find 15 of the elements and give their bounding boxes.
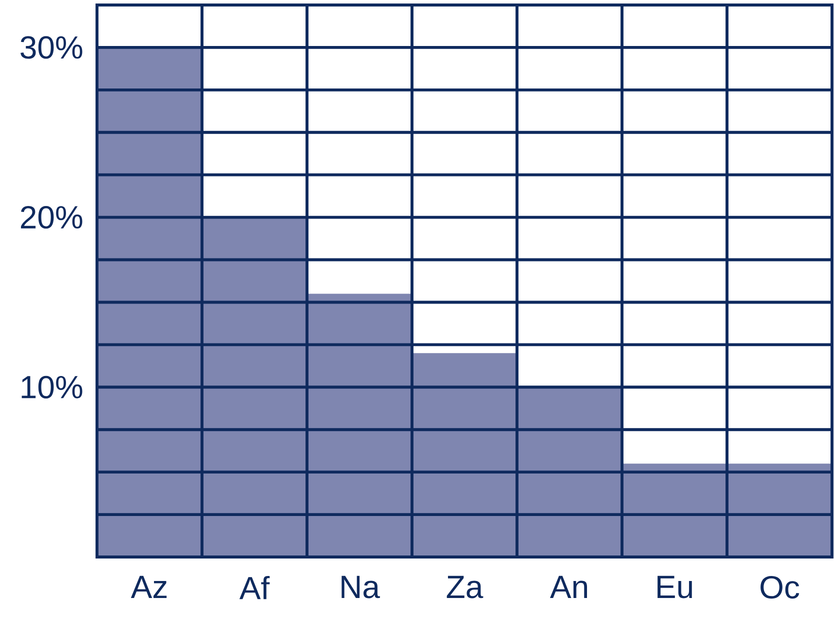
x-tick-label: Za: [446, 576, 484, 598]
x-tick-label: Af: [239, 576, 270, 600]
y-tick-label: 10%: [22, 376, 82, 398]
bar: [517, 387, 622, 557]
bar: [202, 217, 308, 557]
x-tick-label: Oc: [760, 576, 800, 599]
x-tick-label: An: [550, 576, 587, 598]
bar: [97, 47, 202, 557]
x-tick-label: Na: [342, 576, 380, 598]
bar: [412, 353, 517, 557]
x-tick-label: Eu: [658, 576, 692, 598]
bar: [307, 294, 412, 557]
x-tick-label: Az: [130, 576, 167, 598]
y-tick-label: 20%: [20, 206, 82, 229]
y-tick-label: 30%: [20, 36, 82, 59]
